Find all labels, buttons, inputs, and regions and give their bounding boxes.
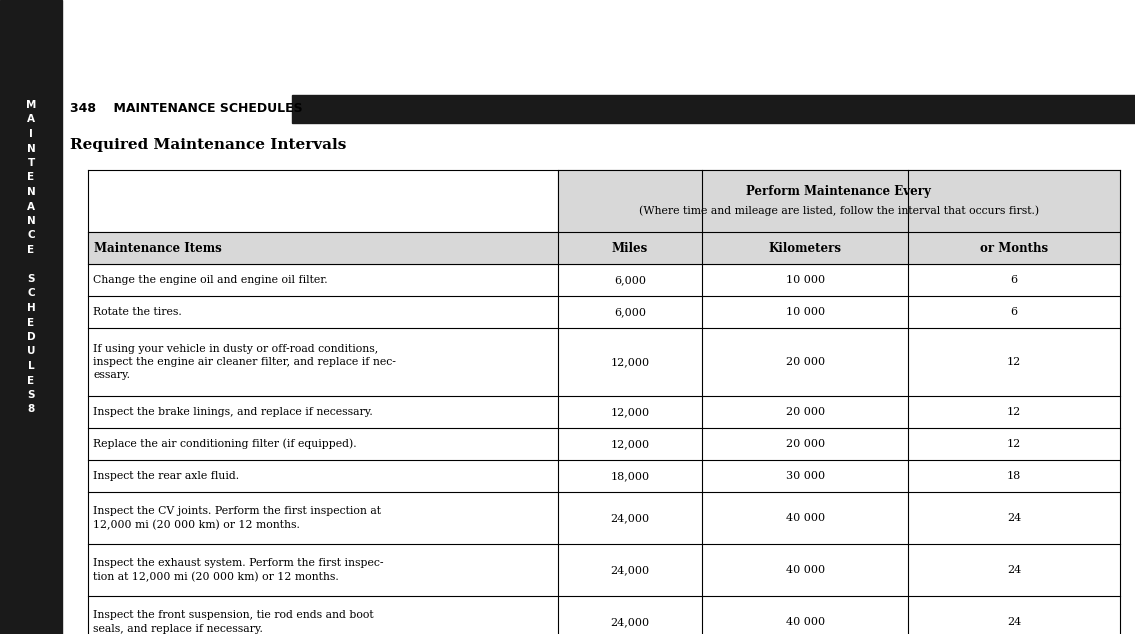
Text: 6: 6 [1010,275,1018,285]
Text: M: M [26,100,36,110]
Text: 24: 24 [1007,565,1022,575]
Bar [292,95,1135,123]
Text: 20 000: 20 000 [785,439,825,449]
Text: Change the engine oil and engine oil filter.: Change the engine oil and engine oil fil… [93,275,328,285]
Text: 30 000: 30 000 [785,471,825,481]
Bar [0,0,62,634]
Text: L: L [27,361,34,371]
Text: Rotate the tires.: Rotate the tires. [93,307,182,317]
Text: 348    MAINTENANCE SCHEDULES: 348 MAINTENANCE SCHEDULES [70,103,303,115]
Text: 20 000: 20 000 [785,407,825,417]
Text: 40 000: 40 000 [785,565,825,575]
Text: C: C [27,288,35,299]
Text: Inspect the exhaust system. Perform the first inspec-
tion at 12,000 mi (20 000 : Inspect the exhaust system. Perform the … [93,558,384,582]
Text: 40 000: 40 000 [785,617,825,627]
Text: N: N [26,143,35,153]
Text: 18: 18 [1007,471,1022,481]
Text: Inspect the front suspension, tie rod ends and boot
seals, and replace if necess: Inspect the front suspension, tie rod en… [93,611,373,633]
Text: A: A [27,202,35,212]
Text: 6,000: 6,000 [614,307,646,317]
Text: 10 000: 10 000 [785,275,825,285]
Text: S: S [27,390,35,400]
Text: A: A [27,115,35,124]
Text: 12: 12 [1007,439,1022,449]
Text: I: I [30,129,33,139]
Text: N: N [26,187,35,197]
Text: Perform Maintenance Every: Perform Maintenance Every [747,184,931,198]
Text: 8: 8 [27,404,35,415]
Text: 18,000: 18,000 [611,471,649,481]
Text: C: C [27,231,35,240]
Text: Maintenance Items: Maintenance Items [94,242,221,254]
Text: Inspect the rear axle fluid.: Inspect the rear axle fluid. [93,471,239,481]
Text: E: E [27,318,34,328]
Text: 12,000: 12,000 [611,439,649,449]
Text: or Months: or Months [981,242,1049,254]
Text: 24: 24 [1007,617,1022,627]
Text: Kilometers: Kilometers [768,242,842,254]
Text: N: N [26,216,35,226]
Bar [89,232,1120,264]
Text: 24,000: 24,000 [611,617,649,627]
Text: Replace the air conditioning filter (if equipped).: Replace the air conditioning filter (if … [93,439,356,450]
Text: 24,000: 24,000 [611,565,649,575]
Text: 12,000: 12,000 [611,407,649,417]
Text: Inspect the brake linings, and replace if necessary.: Inspect the brake linings, and replace i… [93,407,372,417]
Text: Inspect the CV joints. Perform the first inspection at
12,000 mi (20 000 km) or : Inspect the CV joints. Perform the first… [93,506,381,530]
Text: 12,000: 12,000 [611,357,649,367]
Text: 24,000: 24,000 [611,513,649,523]
Text: H: H [26,303,35,313]
Text: 10 000: 10 000 [785,307,825,317]
Text: 6: 6 [1010,307,1018,317]
Text: T: T [27,158,35,168]
Text: (Where time and mileage are listed, follow the interval that occurs first.): (Where time and mileage are listed, foll… [639,205,1039,216]
Bar [557,170,1120,232]
Text: 12: 12 [1007,357,1022,367]
Text: E: E [27,245,34,255]
Text: 24: 24 [1007,513,1022,523]
Text: U: U [27,347,35,356]
Text: 20 000: 20 000 [785,357,825,367]
Text: E: E [27,375,34,385]
Text: E: E [27,172,34,183]
Text: 12: 12 [1007,407,1022,417]
Text: D: D [27,332,35,342]
Text: 6,000: 6,000 [614,275,646,285]
Text: Required Maintenance Intervals: Required Maintenance Intervals [70,138,346,152]
Text: If using your vehicle in dusty or off-road conditions,
inspect the engine air cl: If using your vehicle in dusty or off-ro… [93,344,396,380]
Text: 40 000: 40 000 [785,513,825,523]
Text: Miles: Miles [612,242,648,254]
Text: S: S [27,274,35,284]
